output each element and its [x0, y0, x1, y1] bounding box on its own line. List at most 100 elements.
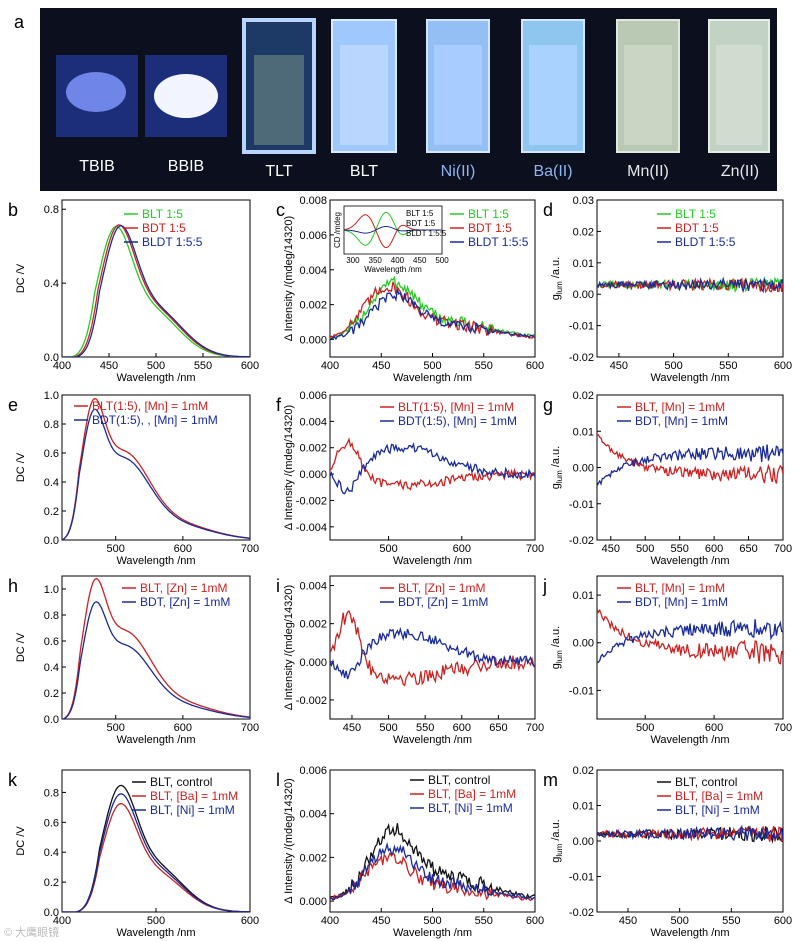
y-axis-label: DC /V	[15, 826, 27, 856]
x-tick-label: 400	[53, 915, 71, 927]
y-tick-label: 0.002	[299, 443, 327, 455]
y-tick-label: 1.0	[44, 584, 59, 596]
x-axis-label: Wavelength /nm	[393, 372, 472, 384]
y-axis-label: DC /V	[15, 452, 27, 482]
y-tick-label: 0.8	[44, 610, 59, 622]
y-tick-label: 0.000	[299, 469, 327, 481]
y-tick-label: 0.02	[573, 390, 594, 402]
x-axis-label: Wavelength /nm	[116, 927, 195, 939]
series-line-1	[597, 608, 783, 665]
series-line-2	[330, 626, 535, 680]
panel-e-label: e	[8, 395, 18, 415]
x-axis-label: Wavelength /nm	[393, 927, 472, 939]
inset-x-tick-label: 300	[346, 256, 360, 265]
x-tick-label: 600	[174, 543, 192, 555]
x-tick-label: 500	[107, 722, 125, 734]
panel-c-label: c	[276, 200, 285, 220]
y-tick-label: 0.01	[573, 801, 594, 813]
panel-l-label: l	[276, 770, 280, 790]
x-tick-label: 700	[526, 722, 544, 734]
x-tick-label: 700	[774, 543, 792, 555]
sample-label-ba: Ba(II)	[533, 163, 572, 180]
panel-k-label: k	[8, 770, 18, 790]
y-tick-label: 0.8	[44, 787, 59, 799]
x-axis-label: Wavelength /nm	[116, 372, 195, 384]
x-tick-label: 550	[475, 915, 493, 927]
y-axis-label: Δ Intensity /(mdeg/14320)	[283, 216, 295, 341]
legend-entry: BLT, control	[675, 775, 737, 789]
legend-entry: BLT, [Mn] = 1mM	[635, 400, 725, 414]
y-tick-label: -0.02	[569, 907, 594, 919]
y-axis-label: Δ Intensity /(mdeg/14320)	[283, 778, 295, 903]
panel-j-label: j	[542, 576, 547, 596]
chart-i: i 450 500 550 600 650 700 -0.002 0.000 0.002 0.004…	[276, 575, 544, 746]
y-tick-label: 0.008	[299, 195, 327, 207]
legend-entry: BLT, [Zn] = 1mM	[398, 581, 485, 595]
y-axis-label: DC /V	[15, 632, 27, 662]
series-line-2	[62, 601, 250, 719]
x-tick-label: 450	[610, 360, 628, 372]
panel-a-label: a	[14, 12, 25, 32]
series-line-2	[597, 444, 783, 487]
series-line-3	[62, 225, 250, 357]
y-tick-label: -0.004	[296, 522, 327, 534]
x-tick-label: 500	[636, 722, 654, 734]
inset-y-axis-label: CD /mdeg	[333, 212, 342, 248]
y-axis-label: glum /a.u.	[550, 819, 564, 862]
cuvette-blt	[331, 19, 397, 153]
x-tick-label: 600	[453, 543, 471, 555]
cuvette-ni	[426, 19, 490, 153]
y-tick-label: 0.02	[573, 765, 594, 777]
x-tick-label: 650	[489, 722, 507, 734]
y-tick-label: 0.6	[44, 636, 59, 648]
series-line-3	[597, 276, 783, 294]
x-tick-label: 550	[194, 360, 212, 372]
y-axis-label: glum /a.u.	[550, 446, 564, 489]
x-tick-label: 600	[705, 543, 723, 555]
sample-label-bbib: BBIB	[168, 158, 204, 175]
legend-entry: BLT, [Ba] = 1mM	[428, 787, 516, 801]
y-tick-label: 0.000	[299, 335, 327, 347]
x-tick-label: 450	[372, 915, 390, 927]
y-tick-label: 0.4	[44, 662, 59, 674]
y-tick-label: 1.0	[44, 390, 59, 402]
legend-entry: BLDT 1:5:5	[468, 235, 529, 249]
legend-entry: BLT, [Ni] = 1mM	[150, 803, 235, 817]
sample-label-tlt: TLT	[265, 163, 292, 180]
x-tick-label: 550	[416, 722, 434, 734]
powder-tbib-blob	[66, 72, 126, 112]
series-line-2	[62, 408, 250, 540]
y-tick-label: 0.004	[299, 416, 327, 428]
y-tick-label: 0.002	[299, 619, 327, 631]
panel-h-label: h	[8, 576, 18, 596]
x-axis-label: Wavelength /nm	[650, 927, 729, 939]
y-tick-label: 0.0	[44, 352, 59, 364]
panel-g-label: g	[543, 395, 553, 415]
chart-b: b 400 450 500 550 600 0.0 0.4 0.8 Wavelength /nm D…	[8, 199, 259, 384]
powder-bbib-blob	[154, 74, 218, 118]
x-tick-label: 600	[774, 360, 792, 372]
y-tick-label: 0.4	[44, 477, 59, 489]
y-tick-label: 0.01	[573, 426, 594, 438]
y-tick-label: 0.8	[44, 204, 59, 216]
chart-grid: b 400 450 500 550 600 0.0 0.4 0.8 Wavelength /nm D…	[8, 195, 792, 939]
x-tick-label: 450	[343, 722, 361, 734]
legend-entry: BDT, [Mn] = 1mM	[635, 414, 728, 428]
x-tick-label: 500	[379, 543, 397, 555]
x-tick-label: 550	[475, 360, 493, 372]
x-tick-label: 550	[722, 915, 740, 927]
y-tick-label: 0.4	[44, 847, 59, 859]
sample-label-zn: Zn(II)	[721, 163, 759, 180]
y-tick-label: 0.00	[573, 289, 594, 301]
y-tick-label: 0.002	[299, 300, 327, 312]
plot-frame	[329, 394, 536, 541]
x-tick-label: 650	[739, 543, 757, 555]
cuvette-ba	[521, 19, 585, 153]
x-tick-label: 500	[147, 360, 165, 372]
series-line-1	[330, 609, 535, 687]
legend-entry: BLT, control	[428, 773, 490, 787]
x-tick-label: 700	[241, 543, 259, 555]
x-tick-label: 600	[705, 722, 723, 734]
y-tick-label: 0.4	[44, 278, 59, 290]
